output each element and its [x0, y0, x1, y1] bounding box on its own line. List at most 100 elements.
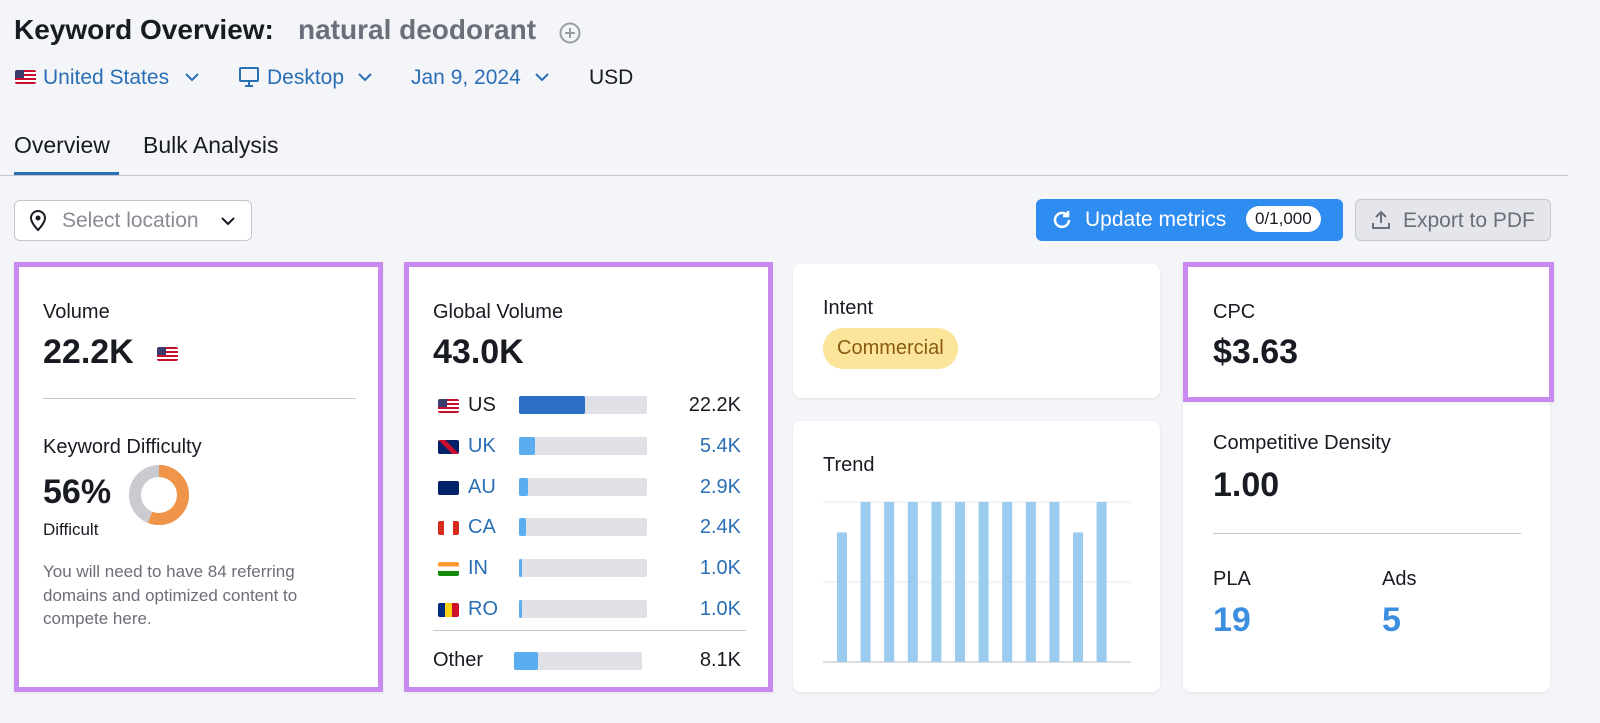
country-bar — [519, 559, 522, 578]
export-label: Export to PDF — [1403, 209, 1535, 232]
volume-value: 22.2K — [43, 333, 134, 371]
intent-label: Intent — [823, 297, 874, 319]
country-track — [519, 518, 647, 537]
kd-label: Keyword Difficulty — [43, 436, 202, 458]
country-code: US — [468, 394, 496, 416]
trend-bar — [860, 502, 871, 662]
location-placeholder: Select location — [62, 209, 199, 232]
volume-label: Volume — [43, 301, 110, 323]
trend-bar — [955, 502, 965, 662]
chevron — [535, 73, 549, 82]
tab-underline — [14, 172, 119, 176]
trend-bar — [884, 502, 895, 662]
global-volume-card: Global Volume 43.0K Other 8.1K US 22.2K UK… — [404, 262, 773, 692]
country-track — [519, 477, 647, 496]
trend-bar — [1002, 502, 1013, 662]
trend-bar — [1096, 502, 1107, 662]
country-code: AU — [468, 475, 496, 498]
chevron — [358, 73, 372, 82]
export-button[interactable]: Export to PDF — [1355, 199, 1551, 241]
update-label: Update metrics — [1085, 208, 1227, 231]
divider — [433, 630, 746, 631]
refresh-icon — [1053, 211, 1071, 229]
kd-value: 56% — [43, 473, 112, 511]
country-filter[interactable]: United States — [43, 66, 170, 89]
intent-card: Intent Commercial — [793, 264, 1160, 398]
add-keyword-icon[interactable] — [558, 21, 582, 45]
page-title: Keyword Overview: — [14, 14, 274, 45]
ads-label: Ads — [1382, 568, 1417, 590]
chevron — [221, 217, 235, 226]
currency: USD — [589, 66, 634, 89]
trend-bar — [931, 502, 942, 662]
country-flag — [438, 562, 459, 577]
cd-value: 1.00 — [1213, 466, 1280, 504]
country-code: UK — [468, 434, 496, 457]
desktop-icon — [239, 67, 259, 87]
trend-bar — [907, 502, 918, 662]
device-filter[interactable]: Desktop — [267, 66, 345, 89]
us-flag — [15, 70, 36, 84]
country-flag — [438, 399, 459, 413]
trend-bar — [1073, 532, 1083, 662]
country-track — [519, 559, 647, 578]
trend-label: Trend — [823, 454, 875, 476]
donut-arc — [129, 465, 189, 525]
country-bar — [519, 518, 527, 537]
country-code: IN — [468, 557, 488, 580]
country-flag — [438, 521, 459, 536]
ads-value: 5 — [1382, 601, 1401, 639]
tab-active[interactable]: Overview — [14, 132, 110, 158]
country-bar — [519, 396, 586, 414]
kd-level: Difficult — [43, 520, 99, 539]
country-flag — [438, 603, 459, 617]
tabs-divider — [0, 175, 1568, 176]
trend-bar — [1049, 502, 1060, 662]
trend-bar — [1025, 502, 1036, 662]
trend-bar — [978, 502, 989, 662]
kd-donut — [129, 465, 189, 525]
pin-icon — [29, 210, 47, 232]
other-value: 8.1K — [699, 649, 741, 671]
update-metrics-button[interactable]: Update metrics 0/1,000 — [1036, 199, 1343, 241]
intent-badge: Commercial — [823, 328, 958, 369]
country-code: CA — [468, 516, 496, 539]
cd-label: Competitive Density — [1213, 432, 1391, 454]
cpc-label: CPC — [1213, 301, 1256, 323]
location-select[interactable]: Select location — [14, 200, 252, 241]
keyword: natural deodorant — [298, 14, 537, 45]
update-count: 0/1,000 — [1246, 206, 1321, 232]
tab[interactable]: Bulk Analysis — [143, 132, 279, 158]
country-volume: 2.9K — [699, 475, 741, 498]
export-icon — [1372, 210, 1390, 229]
us-flag — [157, 347, 178, 361]
other-track — [514, 652, 642, 670]
volume-card: Volume 22.2K Keyword Difficulty 56% Diff… — [14, 262, 383, 692]
trend-card: Trend — [793, 421, 1160, 692]
country-track — [519, 436, 647, 455]
kd-note: You will need to have 84 referring domai… — [43, 562, 298, 628]
country-bar — [519, 436, 536, 455]
country-volume: 1.0K — [699, 598, 741, 620]
country-bar — [519, 600, 522, 618]
cpc-value: $3.63 — [1213, 333, 1299, 371]
country-volume: 2.4K — [699, 516, 741, 539]
global-volume-label: Global Volume — [433, 301, 564, 323]
cpc-card: CPC $3.63 — [1183, 262, 1554, 402]
other-bar — [514, 652, 539, 670]
density-card: Competitive Density 1.00 PLA 19 Ads 5 — [1183, 390, 1550, 692]
country-volume: 5.4K — [699, 434, 741, 457]
divider — [43, 398, 356, 399]
global-volume-value: 43.0K — [433, 333, 524, 371]
trend-bar — [837, 532, 847, 662]
country-volume: 1.0K — [699, 557, 741, 580]
date-filter[interactable]: Jan 9, 2024 — [411, 66, 521, 89]
country-track — [519, 396, 647, 414]
country-track — [519, 600, 647, 618]
country-flag — [438, 480, 459, 495]
country-code: RO — [468, 598, 498, 620]
other-label: Other — [433, 649, 484, 671]
pla-value: 19 — [1213, 601, 1251, 639]
